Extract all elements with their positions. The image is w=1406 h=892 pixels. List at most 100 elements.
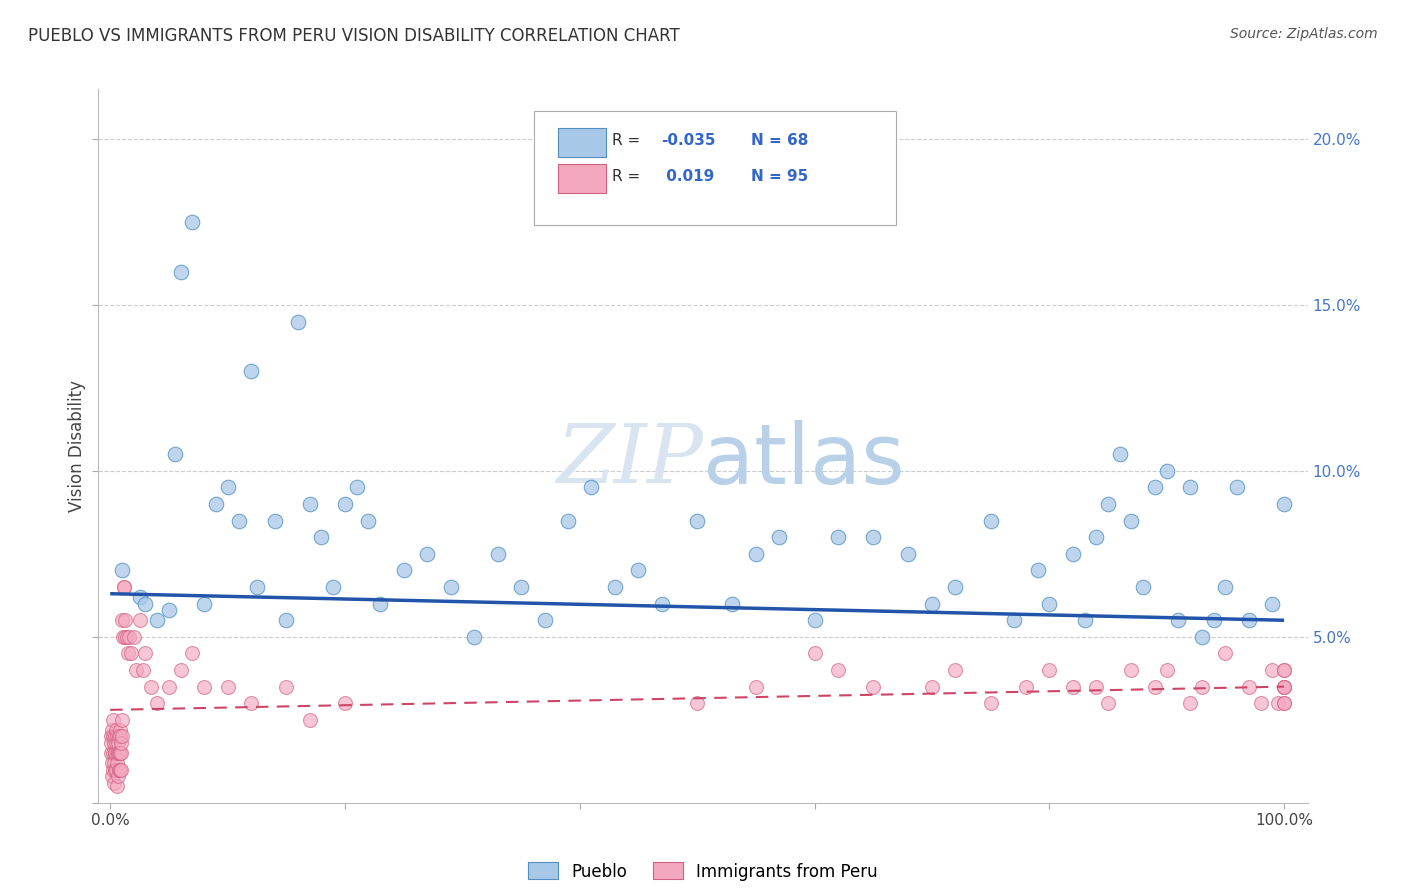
Point — [128, 613, 150, 627]
Y-axis label: Vision Disability: Vision Disability — [67, 380, 86, 512]
Point — [1097, 696, 1119, 710]
Point — [110, 730, 132, 744]
Text: ZIP: ZIP — [557, 420, 703, 500]
Point — [980, 514, 1002, 528]
Point — [603, 580, 626, 594]
Point — [104, 730, 127, 744]
Point — [745, 547, 768, 561]
Point — [1261, 663, 1284, 677]
Point — [1261, 597, 1284, 611]
Point — [1272, 696, 1295, 710]
Point — [1237, 613, 1260, 627]
Point — [104, 746, 127, 760]
Point — [193, 597, 215, 611]
Point — [1002, 613, 1025, 627]
FancyBboxPatch shape — [534, 111, 897, 225]
Point — [1143, 680, 1166, 694]
Point — [945, 580, 967, 594]
Point — [141, 680, 163, 694]
Point — [276, 680, 298, 694]
Point — [1272, 680, 1295, 694]
Point — [1062, 680, 1084, 694]
Point — [122, 630, 145, 644]
Point — [1121, 514, 1143, 528]
Point — [118, 630, 141, 644]
Point — [416, 547, 439, 561]
Point — [181, 647, 204, 661]
Point — [100, 723, 122, 737]
Point — [1143, 481, 1166, 495]
Point — [101, 763, 124, 777]
Point — [1215, 647, 1237, 661]
Text: -0.035: -0.035 — [661, 133, 716, 148]
Point — [510, 580, 533, 594]
Point — [132, 663, 155, 677]
Point — [1272, 696, 1295, 710]
Point — [107, 756, 129, 770]
Point — [581, 481, 603, 495]
Point — [1272, 680, 1295, 694]
Point — [1108, 447, 1130, 461]
Point — [298, 713, 321, 727]
Text: Source: ZipAtlas.com: Source: ZipAtlas.com — [1230, 27, 1378, 41]
Point — [169, 265, 191, 279]
Point — [105, 779, 128, 793]
Point — [100, 736, 122, 750]
Point — [1132, 580, 1154, 594]
Point — [146, 613, 169, 627]
Point — [803, 613, 825, 627]
Point — [146, 696, 169, 710]
Point — [105, 730, 128, 744]
Point — [101, 713, 124, 727]
Point — [745, 680, 768, 694]
Point — [346, 481, 368, 495]
Point — [1085, 530, 1108, 544]
Text: R =: R = — [613, 133, 645, 148]
Point — [112, 580, 135, 594]
Point — [298, 497, 321, 511]
Point — [100, 730, 122, 744]
Point — [111, 613, 134, 627]
Point — [105, 746, 128, 760]
Point — [322, 580, 344, 594]
Point — [163, 447, 186, 461]
Point — [108, 763, 131, 777]
Point — [114, 613, 136, 627]
Point — [1226, 481, 1249, 495]
Point — [101, 746, 124, 760]
Point — [108, 746, 131, 760]
Point — [1250, 696, 1272, 710]
Point — [228, 514, 250, 528]
Point — [101, 756, 124, 770]
Point — [333, 497, 356, 511]
Point — [651, 597, 673, 611]
Point — [1062, 547, 1084, 561]
Text: 0.019: 0.019 — [661, 169, 714, 184]
Point — [311, 530, 333, 544]
Point — [1097, 497, 1119, 511]
Point — [1215, 580, 1237, 594]
Point — [768, 530, 790, 544]
Point — [103, 736, 125, 750]
Point — [357, 514, 380, 528]
Point — [1272, 663, 1295, 677]
Point — [105, 763, 128, 777]
Point — [1085, 680, 1108, 694]
Point — [392, 564, 415, 578]
Text: N = 68: N = 68 — [751, 133, 808, 148]
Point — [533, 613, 555, 627]
Point — [204, 497, 226, 511]
Point — [1038, 597, 1060, 611]
Point — [486, 547, 509, 561]
Point — [803, 647, 825, 661]
Point — [110, 746, 132, 760]
Point — [1180, 696, 1202, 710]
Point — [1167, 613, 1189, 627]
Point — [117, 647, 139, 661]
Point — [627, 564, 650, 578]
Point — [157, 603, 180, 617]
Point — [1191, 680, 1213, 694]
Point — [107, 769, 129, 783]
Point — [1191, 630, 1213, 644]
Point — [1038, 663, 1060, 677]
